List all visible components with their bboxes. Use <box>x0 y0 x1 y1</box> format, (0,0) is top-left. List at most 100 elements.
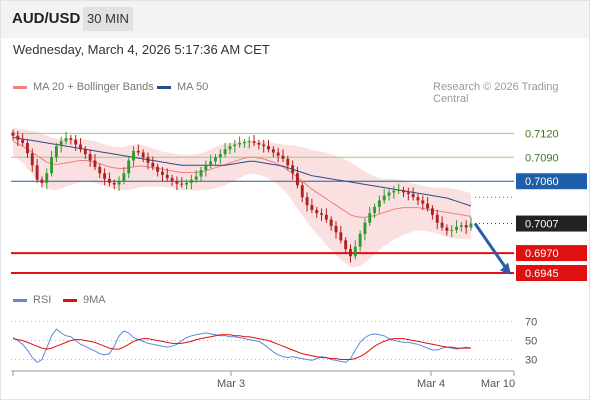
level-tag-5 <box>516 265 587 282</box>
candle-body <box>209 161 213 166</box>
candle-body <box>194 176 198 180</box>
candle-body <box>151 162 155 167</box>
candle-body <box>185 182 189 185</box>
candle-body <box>421 200 425 204</box>
ma20-line <box>12 140 472 218</box>
candle-body <box>329 219 333 226</box>
candle-body <box>141 152 145 158</box>
x-tick-label-0: Mar 3 <box>217 378 245 390</box>
forecast-arrow-head <box>500 262 511 275</box>
ma20-legend-label: MA 20 + Bollinger Bands <box>33 81 154 93</box>
candle-body <box>98 166 102 174</box>
candle-body <box>93 160 97 167</box>
candle-body <box>218 154 222 158</box>
candle-body <box>161 171 164 175</box>
candle-body <box>11 132 15 136</box>
candle-body <box>459 225 463 227</box>
candle-body <box>469 223 473 228</box>
candle-body <box>214 157 217 162</box>
candle-body <box>276 152 280 156</box>
candle-body <box>40 179 44 183</box>
candle-body <box>291 165 295 174</box>
x-tick-label-1: Mar 4 <box>417 378 445 390</box>
candle-body <box>271 149 275 153</box>
candle-body <box>228 146 232 150</box>
candle-body <box>286 158 290 166</box>
level-label-5: 0.6945 <box>525 268 559 280</box>
candle-body <box>295 173 299 186</box>
title-bar: AUD/USD 30 MIN <box>1 1 589 38</box>
level-label-1: 0.7090 <box>525 152 559 164</box>
candle-body <box>281 155 285 159</box>
candle-body <box>382 195 386 201</box>
level-tag-4 <box>516 245 587 262</box>
level-tag-3 <box>516 215 587 232</box>
candle-body <box>136 150 140 153</box>
candle-body <box>156 166 160 172</box>
candle-body <box>387 192 391 196</box>
level-label-2: 0.7060 <box>525 176 559 188</box>
candle-body <box>122 173 126 182</box>
candle-body <box>69 138 73 140</box>
level-label-4: 0.6970 <box>525 248 559 260</box>
candle-body <box>464 225 468 228</box>
candle-body <box>175 181 179 184</box>
candle-body <box>21 139 25 143</box>
candle-body <box>83 149 87 155</box>
candle-body <box>16 135 20 140</box>
candle-body <box>406 192 410 195</box>
candle-body <box>353 246 357 257</box>
candle-body <box>45 173 49 183</box>
rsi-legend-label: RSI <box>33 294 52 306</box>
level-label-0: 0.7120 <box>525 128 559 140</box>
candle-body <box>189 179 193 183</box>
candle-body <box>132 150 135 161</box>
level-tag-2 <box>516 173 587 190</box>
candle-body <box>440 222 444 228</box>
candle-body <box>262 144 266 147</box>
rsi-tick-label-1: 50 <box>525 336 537 348</box>
candle-body <box>247 141 251 143</box>
ma20-swatch <box>13 85 27 89</box>
candle-body <box>411 194 415 198</box>
ma50-swatch <box>157 85 171 89</box>
candle-body <box>170 178 174 182</box>
candle-body <box>349 249 352 257</box>
rsi-swatch <box>13 298 27 302</box>
candle-body <box>180 183 184 185</box>
rsi-tick-label-0: 70 <box>525 317 537 329</box>
candle-body <box>127 160 131 174</box>
candle-body <box>339 232 343 241</box>
candle-body <box>54 146 58 158</box>
candle-body <box>252 141 256 143</box>
candle-body <box>199 170 203 177</box>
candle-body <box>392 190 396 193</box>
candle-body <box>368 213 372 223</box>
candle-body <box>223 149 227 155</box>
candle-body <box>402 190 405 193</box>
candle-body <box>233 144 237 147</box>
candle-body <box>112 182 116 185</box>
candle-body <box>35 165 39 180</box>
timestamp: Wednesday, March 4, 2026 5:17:36 AM CET <box>13 42 270 57</box>
timeframe-button[interactable]: 30 MIN <box>83 7 133 31</box>
candle-body <box>363 222 367 234</box>
candle-body <box>64 138 68 142</box>
candle-body <box>315 209 319 214</box>
rsi-9ma-line <box>12 334 471 360</box>
candle-body <box>358 233 362 247</box>
candle-body <box>257 142 261 145</box>
candle-body <box>26 142 29 154</box>
candle-body <box>238 142 242 145</box>
candle-body <box>416 197 420 201</box>
9ma-swatch <box>63 298 77 302</box>
legend-ma50: MA 50 <box>157 81 208 93</box>
candle-body <box>59 141 63 147</box>
candle-body <box>377 200 381 207</box>
rsi-line <box>12 328 472 364</box>
candle-body <box>30 153 34 166</box>
candle-body <box>117 181 121 185</box>
candle-body <box>300 185 304 198</box>
credit-text: Research © 2026 Trading Central <box>433 81 559 105</box>
